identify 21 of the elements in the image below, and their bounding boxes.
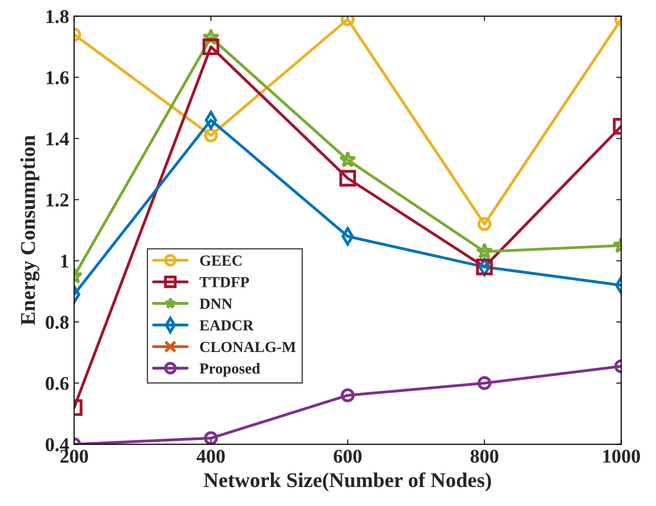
x-axis-title: Network Size(Number of Nodes) bbox=[204, 472, 491, 492]
x-tick-label: 1000 bbox=[603, 450, 640, 463]
legend-label: DNN bbox=[200, 298, 232, 309]
y-axis-title: Energy Consumption bbox=[20, 135, 40, 326]
y-tick-label: 1 bbox=[61, 254, 68, 268]
y-tick-label: 1.6 bbox=[46, 71, 69, 84]
x-tick-label: 800 bbox=[470, 450, 498, 463]
y-tick-label: 1.8 bbox=[46, 10, 69, 24]
y-tick-label: 0.8 bbox=[46, 316, 69, 329]
legend-label: GEEC bbox=[200, 255, 242, 266]
x-tick-label: 600 bbox=[334, 450, 362, 463]
y-tick-label: 1.4 bbox=[46, 132, 69, 146]
legend-label: Proposed bbox=[200, 362, 260, 377]
legend-label: EADCR bbox=[200, 320, 254, 331]
legend-label: TTDFP bbox=[200, 277, 250, 288]
legend-label: CLONALG-M bbox=[200, 342, 296, 352]
x-tick-label: 200 bbox=[60, 450, 88, 463]
y-tick-label: 0.4 bbox=[46, 438, 69, 452]
x-tick-label: 400 bbox=[196, 450, 225, 463]
y-tick-label: 1.2 bbox=[46, 194, 68, 207]
y-tick-label: 0.6 bbox=[46, 376, 69, 390]
